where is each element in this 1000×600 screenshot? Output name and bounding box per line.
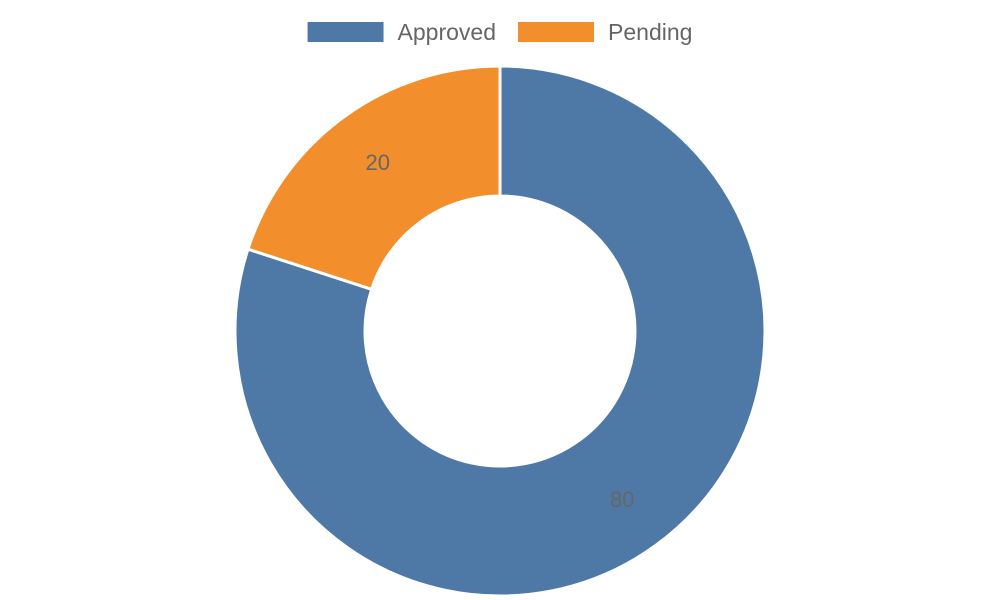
data-labels: 80 20 <box>365 150 634 512</box>
chart-legend: Approved Pending <box>307 19 692 45</box>
legend-label-pending: Pending <box>608 19 692 45</box>
legend-item-approved[interactable]: Approved <box>307 19 496 45</box>
donut-slices <box>233 64 767 598</box>
donut-slice-pending[interactable] <box>246 64 502 292</box>
legend-swatch-pending <box>518 22 595 42</box>
legend-label-approved: Approved <box>398 19 496 45</box>
legend-item-pending[interactable]: Pending <box>518 19 692 45</box>
donut-slice-approved[interactable] <box>233 64 767 598</box>
legend-swatch-approved <box>307 22 384 42</box>
data-label-pending: 20 <box>365 150 389 175</box>
data-label-approved: 80 <box>610 487 634 512</box>
